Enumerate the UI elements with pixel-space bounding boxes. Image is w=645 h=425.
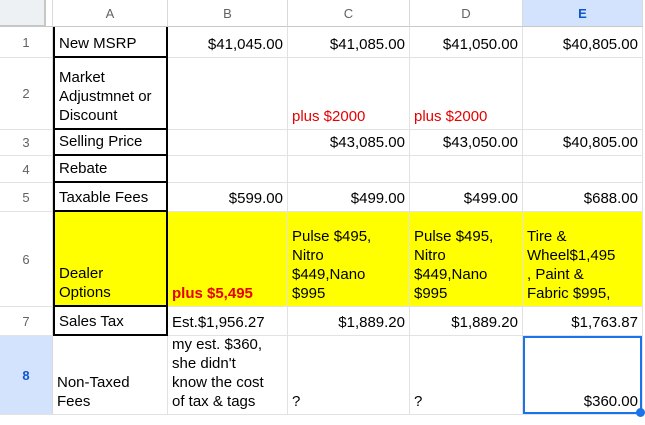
row-2: 2 Market Adjustmnet or Discount plus $20…: [0, 58, 645, 130]
cell-b5[interactable]: $599.00: [168, 183, 288, 212]
cell-c7[interactable]: $1,889.20: [288, 307, 410, 336]
row-1: 1 New MSRP $41,045.00 $41,085.00 $41,050…: [0, 27, 645, 58]
cell-text: $41,050.00: [442, 36, 518, 53]
cell-d4[interactable]: [410, 156, 523, 183]
cell-text: New MSRP: [59, 35, 137, 52]
cell-text: Dealer Options: [59, 265, 111, 301]
cell-e8-active[interactable]: $360.00: [523, 336, 645, 417]
cell-text: Taxable Fees: [59, 189, 149, 206]
cell-a8[interactable]: Non-Taxed Fees: [53, 336, 168, 415]
cell-d3[interactable]: $43,050.00: [410, 130, 523, 156]
cell-a4[interactable]: Rebate: [53, 156, 168, 183]
cell-b8[interactable]: my est. $360, she didn't know the cost o…: [168, 336, 288, 415]
cell-text: $41,045.00: [207, 36, 283, 53]
cell-e2[interactable]: [523, 58, 643, 130]
row-header-5[interactable]: 5: [0, 183, 53, 212]
cell-text: $40,805.00: [562, 134, 638, 151]
row-header-6[interactable]: 6: [0, 212, 53, 307]
cell-text: $599.00: [228, 190, 283, 207]
cell-text: Sales Tax: [59, 313, 124, 330]
cell-text: Selling Price: [59, 133, 143, 150]
cell-e7[interactable]: $1,763.87: [523, 307, 643, 336]
cell-b6[interactable]: plus $5,495: [168, 212, 288, 307]
cell-text: plus $2000: [292, 108, 366, 125]
cell-text: Tire & Wheel$1,495 , Paint & Fabric $995…: [527, 228, 616, 302]
cell-b2[interactable]: [168, 58, 288, 130]
cell-a1[interactable]: New MSRP: [53, 27, 168, 58]
row-6: 6 Dealer Options plus $5,495 Pulse $495,…: [0, 212, 645, 307]
row-4: 4 Rebate: [0, 156, 645, 183]
cell-text: $43,085.00: [329, 134, 405, 151]
select-all-corner[interactable]: [0, 0, 53, 27]
cell-e3[interactable]: $40,805.00: [523, 130, 643, 156]
cell-d7[interactable]: $1,889.20: [410, 307, 523, 336]
cell-text: Est.$1,956.27: [172, 314, 265, 331]
row-header-1[interactable]: 1: [0, 27, 53, 58]
column-header-a[interactable]: A: [53, 0, 168, 27]
cell-b1[interactable]: $41,045.00: [168, 27, 288, 58]
cell-text: Market Adjustmnet or Discount: [59, 69, 152, 124]
column-header-b[interactable]: B: [168, 0, 288, 27]
cell-a3[interactable]: Selling Price: [53, 130, 168, 156]
cell-text: ?: [292, 393, 301, 410]
cell-d6[interactable]: Pulse $495, Nitro $449,Nano $995: [410, 212, 523, 307]
cell-c2[interactable]: plus $2000: [288, 58, 410, 130]
row-header-8[interactable]: 8: [0, 336, 53, 415]
cell-c6[interactable]: Pulse $495, Nitro $449,Nano $995: [288, 212, 410, 307]
cell-text: Pulse $495, Nitro $449,Nano $995: [292, 228, 372, 302]
cell-text: $43,050.00: [442, 134, 518, 151]
cell-e1[interactable]: $40,805.00: [523, 27, 643, 58]
cell-text: $688.00: [583, 190, 638, 207]
cell-text: ?: [414, 393, 423, 410]
cell-e6[interactable]: Tire & Wheel$1,495 , Paint & Fabric $995…: [523, 212, 643, 307]
row-8: 8 Non-Taxed Fees my est. $360, she didn'…: [0, 336, 645, 417]
cell-text: plus $5,495: [172, 285, 253, 302]
cell-d8[interactable]: ?: [410, 336, 523, 415]
row-header-4[interactable]: 4: [0, 156, 53, 183]
cell-a7[interactable]: Sales Tax: [53, 307, 168, 336]
cell-c5[interactable]: $499.00: [288, 183, 410, 212]
column-header-c[interactable]: C: [288, 0, 410, 27]
fill-handle[interactable]: [636, 408, 645, 417]
cell-text: my est. $360, she didn't know the cost o…: [172, 336, 264, 410]
row-5: 5 Taxable Fees $599.00 $499.00 $499.00 $…: [0, 183, 645, 212]
cell-a5[interactable]: Taxable Fees: [53, 183, 168, 212]
cell-text: Rebate: [59, 160, 108, 177]
cell-text: $499.00: [350, 190, 405, 207]
cell-text: $499.00: [463, 190, 518, 207]
row-3: 3 Selling Price $43,085.00 $43,050.00 $4…: [0, 130, 645, 156]
cell-text: $40,805.00: [562, 36, 638, 53]
cell-e4[interactable]: [523, 156, 643, 183]
row-header-7[interactable]: 7: [0, 307, 53, 336]
cell-b7[interactable]: Est.$1,956.27: [168, 307, 288, 336]
cell-text: $1,889.20: [338, 314, 405, 331]
cell-text: plus $2000: [414, 108, 488, 125]
cell-text: $41,085.00: [329, 36, 405, 53]
cell-c4[interactable]: [288, 156, 410, 183]
cell-b4[interactable]: [168, 156, 288, 183]
cell-c8[interactable]: ?: [288, 336, 410, 415]
cell-text: $360.00: [583, 393, 638, 410]
cell-d5[interactable]: $499.00: [410, 183, 523, 212]
row-header-3[interactable]: 3: [0, 130, 53, 156]
column-header-row: A B C D E: [0, 0, 645, 27]
cell-text: $1,889.20: [451, 314, 518, 331]
cell-c1[interactable]: $41,085.00: [288, 27, 410, 58]
column-header-e[interactable]: E: [523, 0, 643, 27]
cell-c3[interactable]: $43,085.00: [288, 130, 410, 156]
cell-e5[interactable]: $688.00: [523, 183, 643, 212]
cell-d1[interactable]: $41,050.00: [410, 27, 523, 58]
cell-text: $1,763.87: [571, 314, 638, 331]
row-header-2[interactable]: 2: [0, 58, 53, 130]
select-all-corner-box: [0, 0, 46, 26]
cell-d2[interactable]: plus $2000: [410, 58, 523, 130]
cell-a2[interactable]: Market Adjustmnet or Discount: [53, 58, 168, 130]
column-header-d[interactable]: D: [410, 0, 523, 27]
row-7: 7 Sales Tax Est.$1,956.27 $1,889.20 $1,8…: [0, 307, 645, 336]
cell-text: Non-Taxed Fees: [57, 374, 130, 410]
cell-text: Pulse $495, Nitro $449,Nano $995: [414, 228, 494, 302]
cell-b3[interactable]: [168, 130, 288, 156]
cell-a6[interactable]: Dealer Options: [53, 212, 168, 307]
